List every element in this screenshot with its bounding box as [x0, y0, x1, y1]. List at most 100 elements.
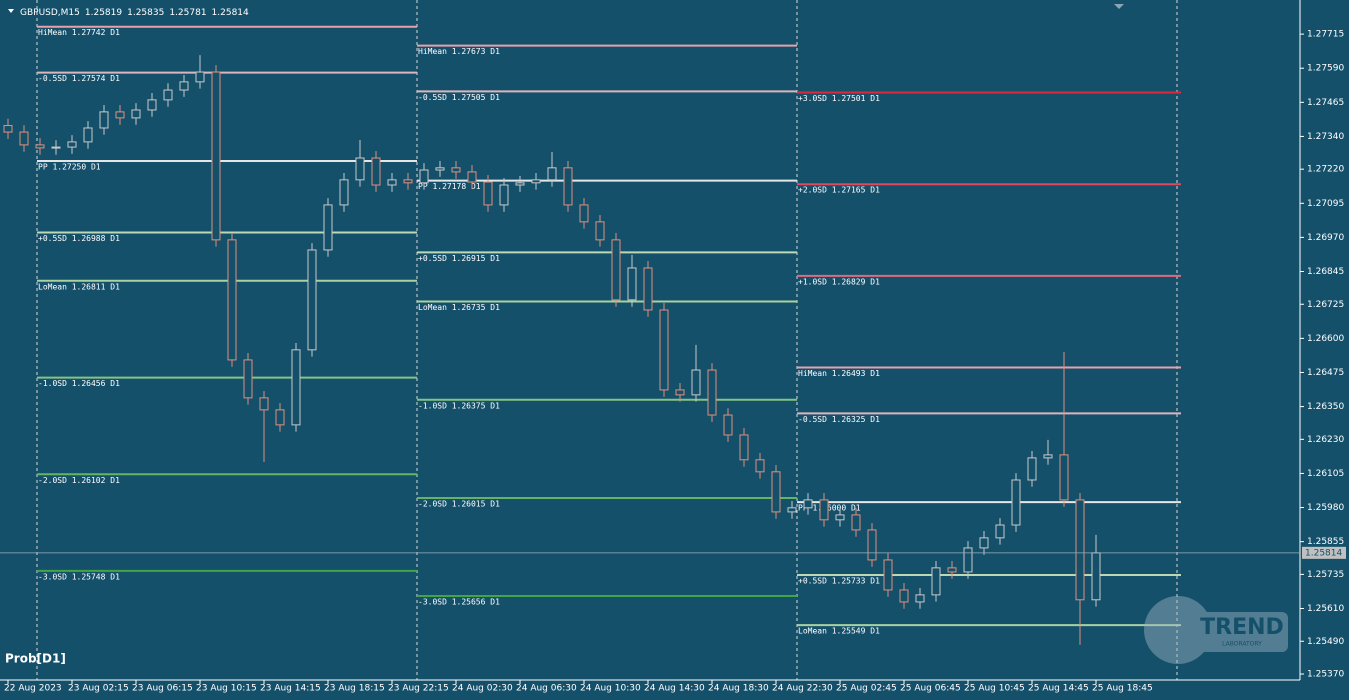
y-tick-label: 1.26475 — [1307, 368, 1344, 378]
candle-body — [131, 109, 141, 119]
candle-body — [19, 131, 29, 146]
candle-body — [467, 171, 477, 183]
candle-body — [387, 179, 397, 186]
level-label: PP 1.26000 D1 — [798, 504, 861, 513]
candle-body — [723, 414, 733, 436]
last-price-label: 1.25814 — [1305, 548, 1342, 558]
x-tick-label: 25 Aug 14:45 — [1028, 684, 1089, 694]
level-label: HiMean 1.27673 D1 — [418, 47, 500, 56]
level-label: +0.5SD 1.26988 D1 — [38, 234, 120, 243]
x-tick-label: 23 Aug 18:15 — [324, 684, 385, 694]
candle-body — [515, 182, 525, 186]
level-label: HiMean 1.26493 D1 — [798, 369, 880, 378]
candle-body — [867, 529, 877, 561]
candle-body — [35, 144, 45, 149]
candle-body — [243, 359, 253, 399]
candle-body — [611, 239, 621, 301]
y-tick-label: 1.25735 — [1307, 570, 1344, 580]
candle-body — [99, 111, 109, 129]
candle-body — [227, 239, 237, 361]
x-tick-label: 23 Aug 10:15 — [196, 684, 257, 694]
level-label: +0.5SD 1.25733 D1 — [798, 576, 880, 585]
watermark: TREND LABORATORY — [1144, 596, 1288, 664]
candle-body — [851, 514, 861, 531]
candle-body — [179, 81, 189, 91]
candle-body — [323, 204, 333, 251]
candle-body — [499, 184, 509, 206]
x-tick-label: 24 Aug 14:30 — [644, 684, 705, 694]
candle-body — [483, 181, 493, 206]
header-value: 1.25814 — [212, 8, 249, 18]
watermark-box — [1196, 612, 1288, 652]
candle-body — [419, 169, 429, 184]
y-tick-label: 1.27715 — [1307, 30, 1344, 40]
y-tick-label: 1.25980 — [1307, 503, 1344, 513]
symbol: GBPUSD,M15 — [20, 8, 80, 18]
candle-body — [371, 157, 381, 186]
level-label: -0.5SD 1.26325 D1 — [798, 415, 880, 424]
y-tick-label: 1.26350 — [1307, 402, 1344, 412]
watermark-subtitle: LABORATORY — [1222, 641, 1262, 648]
level-label: -2.0SD 1.26015 D1 — [418, 499, 500, 508]
level-label: +2.0SD 1.27165 D1 — [798, 186, 880, 195]
candle-body — [451, 167, 461, 173]
candle-body — [995, 524, 1005, 539]
candle-body — [1091, 552, 1101, 601]
x-tick-label: 22 Aug 2023 — [4, 684, 62, 694]
y-tick-label: 1.25370 — [1307, 669, 1344, 679]
menu-arrow[interactable] — [8, 9, 14, 13]
x-tick-label: 25 Aug 18:45 — [1092, 684, 1153, 694]
level-label: PP 1.27250 D1 — [38, 162, 101, 171]
x-tick-label: 25 Aug 02:45 — [836, 684, 897, 694]
level-label: +1.0SD 1.26829 D1 — [798, 277, 880, 286]
header-value: 1.25781 — [169, 8, 206, 18]
level-label: LoMean 1.26811 D1 — [38, 282, 120, 291]
candle-body — [931, 567, 941, 596]
level-label: LoMean 1.25549 D1 — [798, 627, 880, 636]
watermark-title: TREND — [1200, 615, 1284, 640]
candle-body — [899, 589, 909, 603]
y-tick-label: 1.25855 — [1307, 537, 1344, 547]
candle-body — [1059, 454, 1069, 501]
y-tick-label: 1.25610 — [1307, 604, 1344, 614]
candle-body — [563, 167, 573, 206]
candle-body — [115, 111, 125, 119]
candle-body — [979, 537, 989, 549]
indicator-name: Prob[D1] — [5, 652, 66, 666]
candle-body — [755, 459, 765, 473]
candle-body — [771, 471, 781, 513]
chart-header: GBPUSD,M15 1.25819 1.25835 1.25781 1.25814 — [20, 8, 249, 18]
y-tick-label: 1.27590 — [1307, 64, 1344, 74]
candle-body — [291, 349, 301, 426]
y-tick-label: 1.26230 — [1307, 435, 1344, 445]
level-label: LoMean 1.26735 D1 — [418, 303, 500, 312]
header-value: 1.25819 — [85, 8, 122, 18]
level-label: +0.5SD 1.26915 D1 — [418, 254, 500, 263]
last-price-box — [1302, 546, 1346, 559]
x-tick-label: 24 Aug 10:30 — [580, 684, 641, 694]
watermark-logo — [1144, 596, 1212, 664]
scroll-marker — [1114, 4, 1124, 9]
level-label: -1.0SD 1.26456 D1 — [38, 379, 120, 388]
candle-body — [803, 499, 813, 509]
candle-body — [659, 309, 669, 391]
candle-body — [163, 89, 173, 101]
candle-body — [819, 499, 829, 521]
y-tick-label: 1.27220 — [1307, 165, 1344, 175]
header-value: 1.25835 — [127, 8, 164, 18]
x-tick-label: 23 Aug 02:15 — [68, 684, 129, 694]
level-label: -2.0SD 1.26102 D1 — [38, 476, 120, 485]
candle-body — [67, 141, 77, 148]
candle-body — [627, 267, 637, 301]
candle-body — [1011, 479, 1021, 526]
y-tick-label: 1.27340 — [1307, 132, 1344, 142]
x-tick-label: 25 Aug 10:45 — [964, 684, 1025, 694]
candle-body — [707, 369, 717, 416]
candle-body — [403, 179, 413, 184]
y-tick-label: 1.26970 — [1307, 233, 1344, 243]
candle-body — [307, 249, 317, 351]
y-tick-label: 1.26845 — [1307, 267, 1344, 277]
candle-body — [787, 507, 797, 513]
level-label: +3.0SD 1.27501 D1 — [798, 94, 880, 103]
